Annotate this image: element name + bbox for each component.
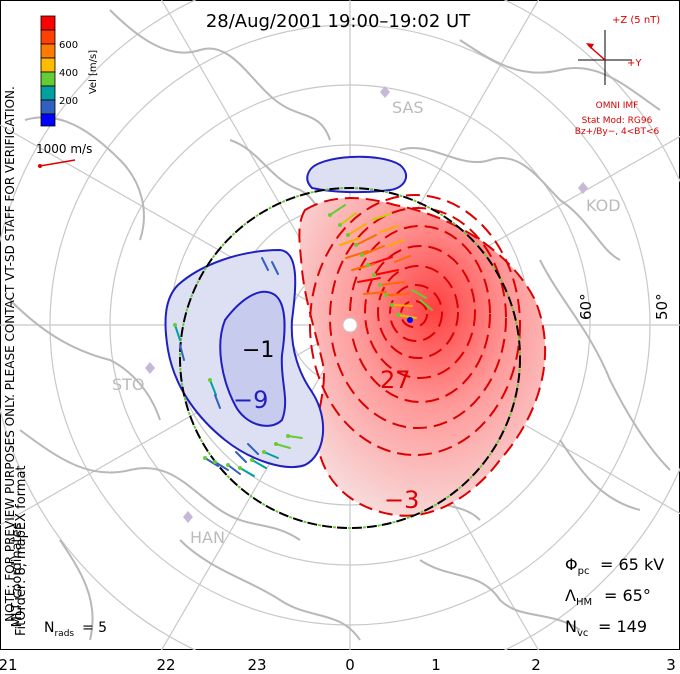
station-label-kod: KOD <box>586 196 621 215</box>
station-markers <box>145 86 588 523</box>
imf-source: OMNI IMF <box>596 101 639 111</box>
n-vc-value: = 149 <box>598 617 647 636</box>
contour-label-outer: −3 <box>384 486 419 514</box>
preview-note: NOTE: FOR PREVIEW PURPOSES ONLY. PLEASE … <box>3 86 17 622</box>
imf-z-label: +Z (5 nT) <box>612 15 660 26</box>
negative-min-label: −1 <box>242 338 274 363</box>
coastlines <box>9 9 671 641</box>
station-marker-sas <box>380 86 390 98</box>
vector-origins-dawn <box>173 323 290 470</box>
imf-model-line2: Bz+/By−, 4<BT<6 <box>575 127 660 137</box>
lambda-hm-value: = 65° <box>604 586 651 605</box>
imf-model-line1: Stat Mod: RG96 <box>582 116 653 126</box>
colorbar-tick-600: 600 <box>59 40 78 51</box>
station-label-sto: STO <box>112 375 145 394</box>
mlt-label-2: 2 <box>531 656 541 674</box>
imf-indicator: +Z (5 nT) +Y OMNI IMF Stat Mod: RG96 Bz+… <box>575 15 661 137</box>
negative-inner-contour <box>219 290 287 427</box>
coordinate-note: MLT coordinates <box>10 522 25 627</box>
colorbar-tick-400: 400 <box>59 68 78 79</box>
speed-reference-label: 1000 m/s <box>36 142 92 156</box>
velocity-vectors-dawn <box>174 257 303 477</box>
colorbar-tick-200: 200 <box>59 96 78 107</box>
colorbar-label: Vel [m/s] <box>88 50 99 94</box>
speed-reference-origin <box>38 164 42 168</box>
speed-reference-vector <box>39 159 76 167</box>
station-marker-sto <box>145 362 155 374</box>
latitude-label-50: 50° <box>653 293 671 320</box>
boundary-vectors <box>179 187 521 529</box>
positive-contours <box>309 194 521 456</box>
dayside-negative-cell <box>306 155 408 194</box>
mlt-label-23: 23 <box>247 656 266 674</box>
mlt-label-0: 0 <box>345 656 355 674</box>
mlt-label-22: 22 <box>156 656 175 674</box>
latitude-label-60: 60° <box>577 293 595 320</box>
pole-marker <box>342 317 358 333</box>
mlt-label-3: 3 <box>666 656 676 674</box>
potential-max-marker <box>407 317 413 323</box>
station-label-han: HAN <box>190 528 225 547</box>
contour-label-pos: 27 <box>380 366 411 394</box>
fitorder-note: FitOrder: 8, mapEX format <box>14 465 29 636</box>
hm-boundary <box>179 187 521 529</box>
phi-pc-value: = 65 kV <box>600 555 664 574</box>
imf-y-label: +Y <box>627 58 642 69</box>
velocity-colorbar: 600 400 200 Vel [m/s] <box>40 15 99 127</box>
n-rads-value: = 5 <box>82 620 107 636</box>
vector-origins-dusk <box>328 213 400 317</box>
contour-label-neg: −9 <box>233 386 268 414</box>
station-marker-han <box>183 511 193 523</box>
mlt-label-1: 1 <box>431 656 441 674</box>
velocity-vectors-dusk <box>329 204 433 319</box>
map-title: 28/Aug/2001 19:00–19:02 UT <box>206 11 471 32</box>
station-label-sas: SAS <box>392 98 424 117</box>
station-marker-kod <box>578 182 588 194</box>
mlt-label-21: 21 <box>0 656 18 674</box>
